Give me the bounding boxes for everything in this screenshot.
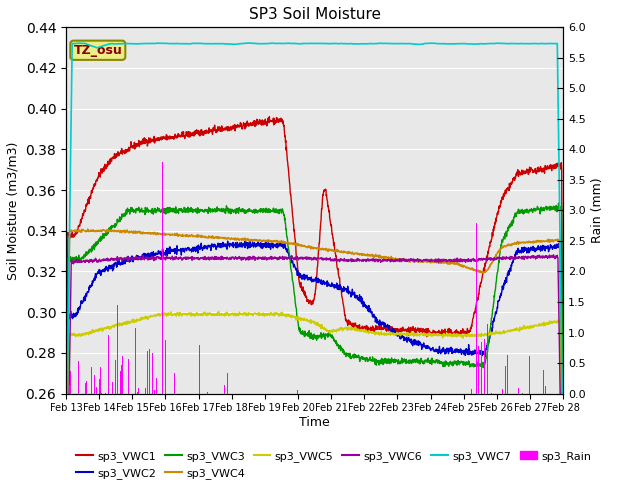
Y-axis label: Rain (mm): Rain (mm) bbox=[591, 178, 604, 243]
X-axis label: Time: Time bbox=[300, 416, 330, 429]
Y-axis label: Soil Moisture (m3/m3): Soil Moisture (m3/m3) bbox=[7, 141, 20, 280]
Legend: sp3_VWC1, sp3_VWC2, sp3_VWC3, sp3_VWC4, sp3_VWC5, sp3_VWC6, sp3_VWC7, sp3_Rain: sp3_VWC1, sp3_VWC2, sp3_VWC3, sp3_VWC4, … bbox=[72, 447, 596, 480]
Title: SP3 Soil Moisture: SP3 Soil Moisture bbox=[248, 7, 381, 22]
Text: TZ_osu: TZ_osu bbox=[74, 44, 122, 57]
